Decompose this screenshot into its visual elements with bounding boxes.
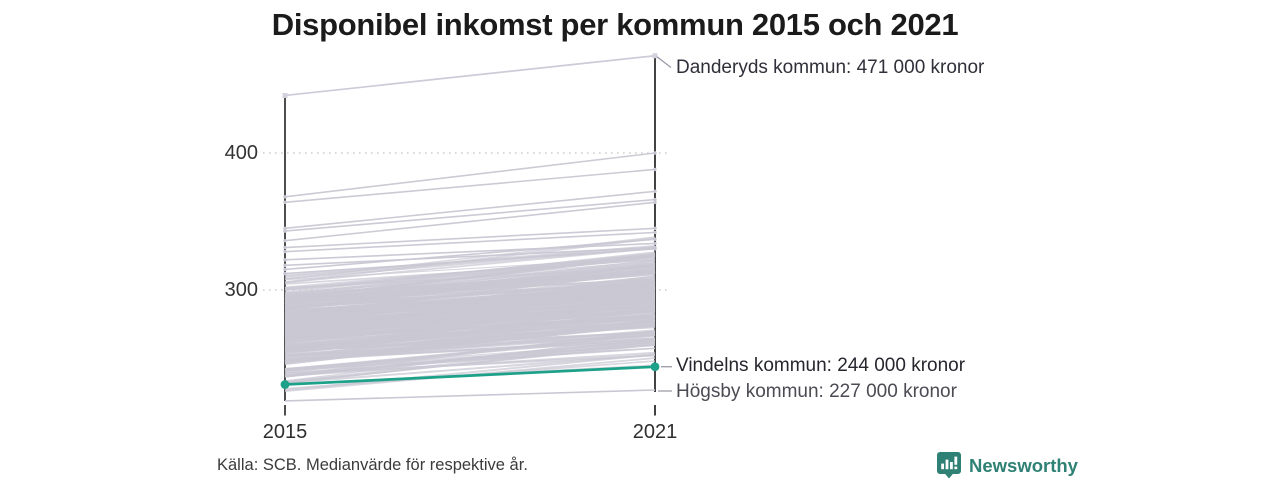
x-axis-label-2015: 2015: [262, 421, 308, 443]
annotation-danderyd: Danderyds kommun: 471 000 kronor: [676, 57, 985, 78]
annotation-vindeln: Vindelns kommun: 244 000 kronor: [676, 355, 966, 376]
source-note: Källa: SCB. Medianvärde för respektive å…: [217, 456, 528, 474]
newsworthy-logo-icon: [937, 452, 961, 479]
newsworthy-logo-text: Newsworthy: [969, 454, 1078, 476]
x-axis-label-2021: 2021: [632, 421, 678, 443]
annotation-hogsby: Högsby kommun: 227 000 kronor: [676, 381, 957, 402]
newsworthy-logo: Newsworthy: [936, 451, 1078, 479]
chart-title: Disponibel inkomst per kommun 2015 och 2…: [271, 7, 959, 42]
y-axis-tick-label-400: 400: [224, 142, 258, 164]
y-axis-tick-label-300: 300: [224, 279, 258, 301]
